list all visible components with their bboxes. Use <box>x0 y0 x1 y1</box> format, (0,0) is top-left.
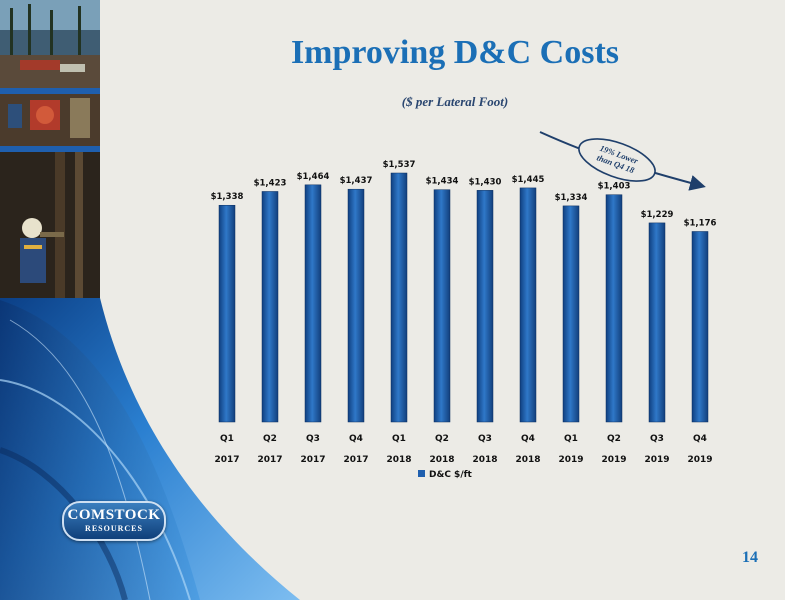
data-label: $1,403 <box>598 182 631 192</box>
bar-q3-2018 <box>476 190 494 423</box>
x-tick-quarter: Q1 <box>392 434 406 444</box>
legend-label: D&C $/ft <box>429 470 473 480</box>
x-tick-quarter: Q3 <box>306 434 320 444</box>
x-tick-quarter: Q3 <box>650 434 664 444</box>
bar-q3-2019 <box>648 222 666 423</box>
data-label: $1,437 <box>340 176 373 186</box>
logo-line2: RESOURCES <box>85 524 143 533</box>
bar-q1-2018 <box>390 172 408 423</box>
bar-q2-2019 <box>605 194 623 423</box>
bar-q3-2017 <box>304 184 322 423</box>
bar-q4-2018 <box>519 187 537 423</box>
bar-q1-2017 <box>218 204 236 423</box>
x-tick-quarter: Q1 <box>220 434 234 444</box>
x-tick-quarter: Q4 <box>349 434 363 444</box>
x-axis-ticks: Q1 2017 Q2 2017 Q3 2017 Q4 2017 Q1 2018 Q2 2018 Q3 20… <box>214 434 712 465</box>
bar-q4-2019 <box>691 231 709 423</box>
data-label: $1,434 <box>426 177 459 187</box>
x-tick-year: 2017 <box>343 455 368 465</box>
bar-q2-2018 <box>433 189 451 423</box>
x-tick-quarter: Q2 <box>607 434 621 444</box>
data-label: $1,537 <box>383 160 416 170</box>
data-label: $1,334 <box>555 193 588 203</box>
data-label: $1,176 <box>684 218 717 228</box>
x-tick-year: 2018 <box>515 455 540 465</box>
x-tick-quarter: Q1 <box>564 434 578 444</box>
data-label: $1,338 <box>211 192 244 202</box>
data-label: $1,229 <box>641 210 674 220</box>
bar-q2-2017 <box>261 191 279 423</box>
x-tick-year: 2019 <box>601 455 626 465</box>
data-label: $1,430 <box>469 177 502 187</box>
legend-swatch <box>418 470 425 477</box>
data-label: $1,423 <box>254 178 287 188</box>
data-label: $1,445 <box>512 175 545 185</box>
x-tick-quarter: Q2 <box>263 434 277 444</box>
bar-q1-2019 <box>562 205 580 423</box>
x-tick-year: 2017 <box>214 455 239 465</box>
x-tick-year: 2017 <box>257 455 282 465</box>
company-logo: COMSTOCK RESOURCES <box>62 501 166 541</box>
page-number: 14 <box>742 549 758 566</box>
data-label: $1,464 <box>297 172 330 182</box>
photo-strip <box>0 0 100 298</box>
x-tick-year: 2017 <box>300 455 325 465</box>
bar-q4-2017 <box>347 188 365 423</box>
x-tick-year: 2018 <box>472 455 497 465</box>
x-tick-quarter: Q3 <box>478 434 492 444</box>
rig-photo-3 <box>0 152 100 298</box>
slide-title: Improving D&C Costs <box>290 34 620 71</box>
data-labels-layer: $1,338 $1,423 $1,464 $1,437 $1,537 $1,434 $1,4… <box>211 160 717 228</box>
x-tick-year: 2019 <box>687 455 712 465</box>
x-tick-year: 2018 <box>386 455 411 465</box>
x-tick-year: 2019 <box>558 455 583 465</box>
trend-annotation: 19% Lower than Q4 18 <box>539 131 706 191</box>
slide-subtitle: ($ per Lateral Foot) <box>401 94 509 109</box>
bars-layer <box>218 172 709 423</box>
logo-line1: COMSTOCK <box>67 507 161 523</box>
x-tick-year: 2018 <box>429 455 454 465</box>
rig-photo-1 <box>0 0 100 88</box>
rig-photo-2 <box>0 94 100 146</box>
legend: D&C $/ft <box>418 470 473 480</box>
x-tick-quarter: Q4 <box>693 434 707 444</box>
x-tick-quarter: Q4 <box>521 434 535 444</box>
annotation-ellipse <box>578 138 656 182</box>
x-tick-quarter: Q2 <box>435 434 449 444</box>
x-tick-year: 2019 <box>644 455 669 465</box>
